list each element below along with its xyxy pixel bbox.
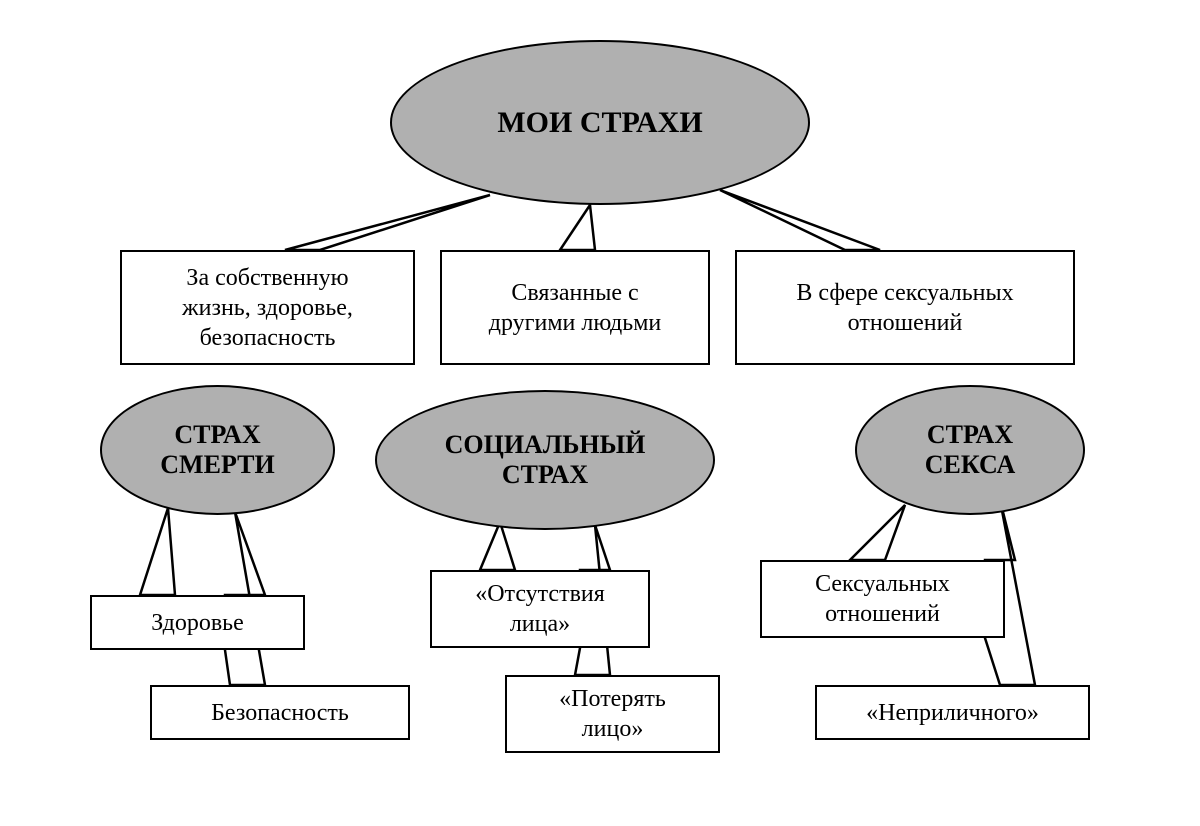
category-label: Связанные с другими людьми (483, 278, 668, 338)
leaf-label: Безопасность (205, 698, 355, 728)
category-rect-own-life: За собственную жизнь, здоровье, безопасн… (120, 250, 415, 365)
category-label: В сфере сексуальных отношений (790, 278, 1019, 338)
diagram-canvas: МОИ СТРАХИ За собственную жизнь, здоровь… (0, 0, 1200, 826)
leaf-rect-indecent: «Неприличного» (815, 685, 1090, 740)
category-rect-sexual: В сфере сексуальных отношений (735, 250, 1075, 365)
root-node: МОИ СТРАХИ (390, 40, 810, 205)
leaf-rect-safety: Безопасность (150, 685, 410, 740)
leaf-rect-health: Здоровье (90, 595, 305, 650)
leaf-rect-lose-face: «Потерять лицо» (505, 675, 720, 753)
fear-label: СТРАХ СМЕРТИ (154, 420, 280, 480)
leaf-label: «Потерять лицо» (553, 684, 672, 744)
fear-node-social: СОЦИАЛЬНЫЙ СТРАХ (375, 390, 715, 530)
fear-node-sex: СТРАХ СЕКСА (855, 385, 1085, 515)
leaf-label: «Неприличного» (860, 698, 1045, 728)
fear-label: СОЦИАЛЬНЫЙ СТРАХ (439, 430, 652, 490)
root-label: МОИ СТРАХИ (491, 106, 708, 140)
category-rect-others: Связанные с другими людьми (440, 250, 710, 365)
fear-node-death: СТРАХ СМЕРТИ (100, 385, 335, 515)
leaf-rect-no-face: «Отсутствия лица» (430, 570, 650, 648)
category-label: За собственную жизнь, здоровье, безопасн… (176, 263, 359, 353)
fear-label: СТРАХ СЕКСА (919, 420, 1022, 480)
leaf-label: Здоровье (145, 608, 250, 638)
leaf-rect-sexual-relations: Сексуальных отношений (760, 560, 1005, 638)
leaf-label: «Отсутствия лица» (469, 579, 611, 639)
leaf-label: Сексуальных отношений (809, 569, 956, 629)
